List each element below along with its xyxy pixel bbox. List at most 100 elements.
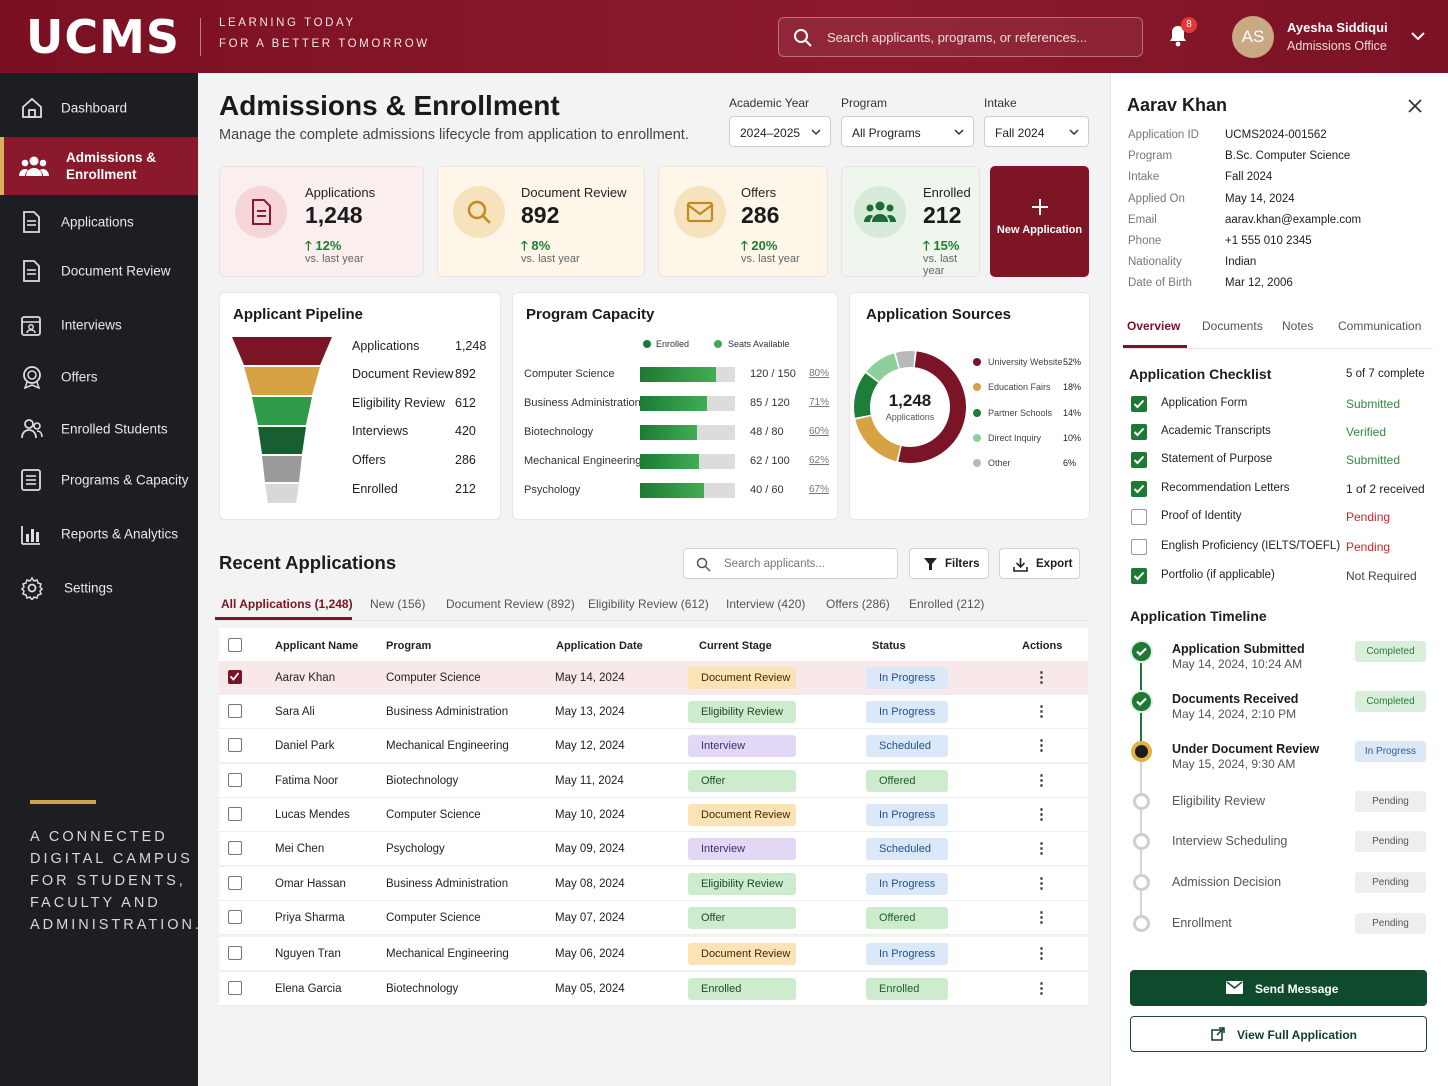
more-actions-icon[interactable]: ⋮ [1034, 669, 1049, 686]
tab-enrolled[interactable]: Enrolled (212) [909, 597, 985, 611]
tab-new[interactable]: New (156) [370, 597, 426, 611]
kpi-applications[interactable]: Applications 1,248 🡑 12% vs. last year [219, 166, 424, 277]
checklist-checkbox[interactable] [1131, 539, 1147, 555]
tab-overview[interactable]: Overview [1127, 319, 1181, 333]
checklist-title: Application Checklist [1129, 366, 1272, 382]
sidebar-item-admissions[interactable]: Admissions & Enrollment [0, 137, 198, 195]
more-actions-icon[interactable]: ⋮ [1034, 737, 1049, 754]
more-actions-icon[interactable]: ⋮ [1034, 945, 1049, 962]
more-actions-icon[interactable]: ⋮ [1034, 772, 1049, 789]
tagline-line: ADMINISTRATION. [30, 917, 203, 933]
row-checkbox[interactable] [228, 841, 242, 855]
pipeline-stage-label: Eligibility Review [352, 396, 446, 410]
table-row[interactable]: Sara Ali Business Administration May 13, 2… [219, 695, 1088, 729]
checklist-checkbox[interactable] [1131, 568, 1147, 584]
kpi-offers[interactable]: Offers 286 🡑 20% vs. last year [658, 166, 828, 277]
sidebar-item-programs-capacity[interactable]: Programs & Capacity [0, 452, 198, 508]
legend-percent: 6% [1063, 458, 1077, 469]
row-checkbox[interactable] [228, 773, 242, 787]
program-select[interactable]: All Programs [841, 116, 974, 147]
checklist-checkbox[interactable] [1131, 481, 1147, 497]
table-row[interactable]: Lucas Mendes Computer Science May 10, 2024… [219, 798, 1088, 832]
view-full-application-button[interactable]: View Full Application [1130, 1016, 1427, 1052]
more-actions-icon[interactable]: ⋮ [1034, 806, 1049, 823]
column-header[interactable]: Current Stage [699, 640, 772, 652]
tab-communication[interactable]: Communication [1338, 319, 1422, 333]
tab-document-review[interactable]: Document Review (892) [446, 597, 575, 611]
applicant-search-input[interactable]: Search applicants... [683, 548, 898, 579]
checklist-checkbox[interactable] [1131, 452, 1147, 468]
filters-button[interactable]: Filters [909, 548, 989, 579]
sidebar-item-reports[interactable]: Reports & Analytics [0, 506, 198, 562]
tab-all-applications[interactable]: All Applications (1,248) [221, 597, 353, 611]
intake-select[interactable]: Fall 2024 [984, 116, 1089, 147]
more-actions-icon[interactable]: ⋮ [1034, 840, 1049, 857]
calendar-user-icon [21, 316, 41, 336]
column-header[interactable]: Application Date [556, 640, 643, 652]
sidebar-item-document-review[interactable]: Document Review [0, 243, 198, 299]
kpi-change: 🡑 15% [923, 238, 960, 253]
chevron-down-icon[interactable] [1410, 30, 1426, 42]
detail-field-value: Fall 2024 [1225, 171, 1273, 184]
table-row[interactable]: Daniel Park Mechanical Engineering May 12,… [219, 729, 1088, 763]
ucms-logo[interactable]: UCMS [26, 10, 181, 64]
column-header[interactable]: Program [386, 640, 432, 652]
sidebar-item-offers[interactable]: Offers [0, 349, 198, 405]
tab-notes[interactable]: Notes [1282, 319, 1314, 333]
select-all-checkbox[interactable] [228, 638, 242, 652]
sidebar-item-applications[interactable]: Applications [0, 194, 198, 250]
new-application-button[interactable]: New Application [990, 166, 1089, 277]
tab-documents[interactable]: Documents [1202, 319, 1263, 333]
sidebar-item-settings[interactable]: Settings [0, 560, 198, 616]
kpi-document-review[interactable]: Document Review 892 🡑 8% vs. last year [437, 166, 645, 277]
more-actions-icon[interactable]: ⋮ [1034, 875, 1049, 892]
checklist-checkbox[interactable] [1131, 424, 1147, 440]
row-checkbox[interactable] [228, 946, 242, 960]
sidebar-item-interviews[interactable]: Interviews [0, 297, 198, 353]
table-row[interactable]: Omar Hassan Business Administration May 08… [219, 867, 1088, 901]
row-checkbox[interactable] [228, 704, 242, 718]
export-button[interactable]: Export [999, 548, 1080, 579]
tab-interview[interactable]: Interview (420) [726, 597, 806, 611]
global-search-input[interactable]: Search applicants, programs, or referenc… [778, 17, 1143, 57]
row-checkbox[interactable] [228, 876, 242, 890]
stage-badge: Offer [688, 770, 796, 792]
detail-active-tab-underline [1123, 345, 1187, 348]
sidebar-item-dashboard[interactable]: Dashboard [0, 80, 198, 136]
capacity-percent: 60% [809, 426, 830, 437]
tab-eligibility-review[interactable]: Eligibility Review (612) [588, 597, 709, 611]
sidebar-item-label: Settings [64, 580, 113, 596]
table-row[interactable]: Fatima Noor Biotechnology May 11, 2024 Offe… [219, 764, 1088, 798]
pipeline-funnel [232, 337, 332, 503]
row-checkbox[interactable] [228, 738, 242, 752]
close-icon[interactable] [1408, 99, 1422, 113]
more-actions-icon[interactable]: ⋮ [1034, 909, 1049, 926]
timeline-step-time: May 14, 2024, 2:10 PM [1172, 707, 1297, 721]
global-search-placeholder: Search applicants, programs, or referenc… [827, 30, 1088, 45]
checklist-checkbox[interactable] [1131, 396, 1147, 412]
column-header[interactable]: Status [872, 640, 906, 652]
more-actions-icon[interactable]: ⋮ [1034, 980, 1049, 997]
row-checkbox[interactable] [228, 910, 242, 924]
application-date-cell: May 12, 2024 [555, 740, 625, 752]
table-row[interactable]: Mei Chen Psychology May 09, 2024 Interview S… [219, 832, 1088, 866]
user-avatar[interactable]: AS [1232, 16, 1274, 58]
user-name: Ayesha Siddiqui [1287, 20, 1388, 35]
checklist-count: 5 of 7 complete [1346, 368, 1425, 380]
row-checkbox[interactable] [228, 807, 242, 821]
column-header[interactable]: Applicant Name [275, 640, 359, 652]
table-row[interactable]: Nguyen Tran Mechanical Engineering May 06,… [219, 937, 1088, 971]
tab-offers[interactable]: Offers (286) [826, 597, 890, 611]
row-checkbox[interactable] [228, 981, 242, 995]
send-message-button[interactable]: Send Message [1130, 970, 1427, 1006]
row-checkbox[interactable] [228, 670, 242, 684]
table-row[interactable]: Priya Sharma Computer Science May 07, 2024… [219, 901, 1088, 935]
more-actions-icon[interactable]: ⋮ [1034, 703, 1049, 720]
table-row[interactable]: Elena Garcia Biotechnology May 05, 2024 Enr… [219, 972, 1088, 1006]
academic-year-select[interactable]: 2024–2025 [729, 116, 831, 147]
table-row[interactable]: Aarav Khan Computer Science May 14, 2024 Do… [219, 661, 1088, 695]
sidebar-item-enrolled-students[interactable]: Enrolled Students [0, 401, 198, 457]
kpi-enrolled[interactable]: Enrolled 212 🡑 15% vs. last year [841, 166, 980, 277]
status-badge: In Progress [866, 701, 948, 723]
checklist-checkbox[interactable] [1131, 509, 1147, 525]
